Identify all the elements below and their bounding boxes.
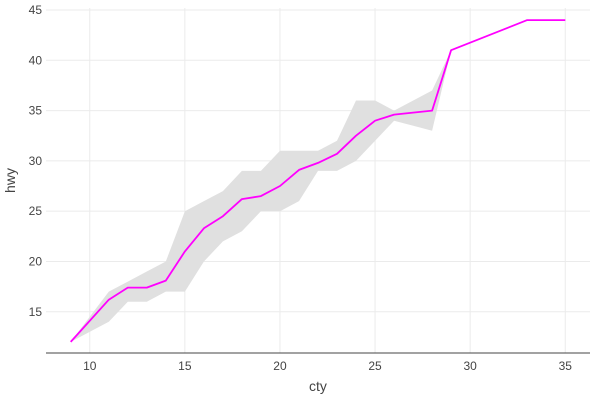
y-tick-label-30: 30 <box>29 154 43 168</box>
x-tick-label-35: 35 <box>559 359 573 373</box>
x-axis-title: cty <box>309 378 327 394</box>
x-tick-label-30: 30 <box>463 359 477 373</box>
y-tick-label-35: 35 <box>29 104 43 118</box>
range-band-layer <box>70 20 566 342</box>
series-line <box>70 19 566 343</box>
series-line-layer <box>70 19 566 343</box>
y-tick-label-40: 40 <box>29 53 43 67</box>
y-tick-label-25: 25 <box>29 204 43 218</box>
x-tick-label-15: 15 <box>178 359 192 373</box>
x-tick-labels: 10 15 20 25 30 35 <box>83 359 572 373</box>
grid-lines <box>46 8 590 353</box>
y-axis-title: hwy <box>2 168 18 193</box>
y-tick-labels: 15 20 25 30 35 40 45 <box>29 3 43 319</box>
y-tick-label-45: 45 <box>29 3 43 17</box>
range-band <box>70 20 566 342</box>
y-tick-label-15: 15 <box>29 305 43 319</box>
x-tick-label-10: 10 <box>83 359 97 373</box>
y-tick-label-20: 20 <box>29 254 43 268</box>
x-tick-label-25: 25 <box>368 359 382 373</box>
x-tick-label-20: 20 <box>273 359 287 373</box>
